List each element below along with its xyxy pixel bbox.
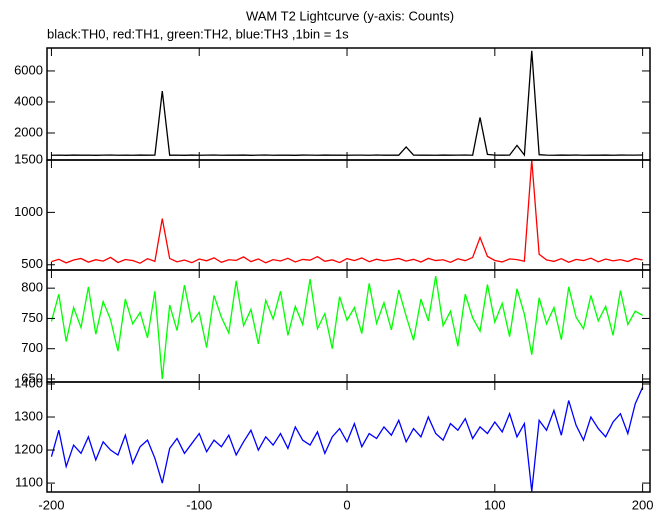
panel-frame: [46, 47, 651, 161]
y-tick-label: 1400: [14, 375, 43, 390]
panel-frame: [46, 269, 651, 383]
y-tick-label: 4000: [14, 93, 43, 108]
x-tick-label: 200: [632, 497, 654, 512]
y-tick-label: 2000: [14, 124, 43, 139]
data-line: [50, 387, 644, 492]
x-tick-label: -200: [38, 497, 64, 512]
y-tick-label: 700: [21, 340, 43, 355]
y-tick-label: 750: [21, 310, 43, 325]
y-tick-label: 1500: [14, 151, 43, 166]
panel-data: [50, 275, 643, 380]
panel-data: [51, 50, 643, 157]
data-line: [50, 275, 643, 380]
y-tick-label: 1200: [14, 441, 43, 456]
y-tick-label: 1000: [14, 204, 43, 219]
panel-frame: [46, 381, 651, 493]
data-line: [51, 160, 643, 264]
chart-title: WAM T2 Lightcurve (y-axis: Counts): [246, 8, 454, 23]
x-tick-label: 100: [484, 497, 506, 512]
panel-data: [51, 160, 643, 264]
chart-subtitle: black:TH0, red:TH1, green:TH2, blue:TH3 …: [47, 26, 349, 41]
x-tick-label: 0: [343, 497, 350, 512]
x-tick-label: -100: [186, 497, 212, 512]
y-tick-label: 500: [21, 256, 43, 271]
y-tick-label: 1300: [14, 408, 43, 423]
y-tick-label: 1100: [15, 475, 43, 490]
y-tick-label: 6000: [14, 62, 43, 77]
panel-frame: [46, 159, 651, 271]
y-tick-label: 650: [21, 370, 43, 385]
y-tick-label: 800: [21, 280, 43, 295]
data-line: [51, 50, 643, 157]
panel-data: [50, 387, 644, 492]
